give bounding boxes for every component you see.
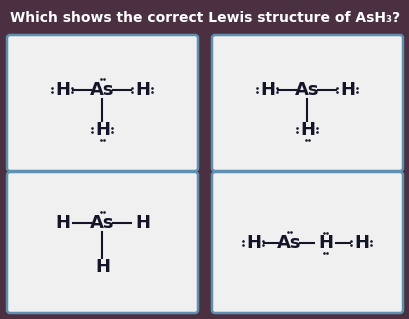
Text: As: As	[276, 234, 301, 252]
FancyBboxPatch shape	[7, 35, 198, 171]
Text: H: H	[135, 81, 150, 99]
Text: H: H	[55, 214, 70, 232]
Text: H: H	[317, 234, 332, 252]
Text: As: As	[90, 81, 115, 99]
FancyBboxPatch shape	[211, 172, 402, 313]
Text: H: H	[299, 121, 314, 139]
Text: As: As	[294, 81, 319, 99]
Text: H: H	[95, 121, 110, 139]
Text: H: H	[353, 234, 368, 252]
FancyBboxPatch shape	[7, 172, 198, 313]
Text: H: H	[245, 234, 261, 252]
Text: H: H	[259, 81, 274, 99]
Text: As: As	[90, 214, 115, 232]
FancyBboxPatch shape	[211, 35, 402, 171]
Text: Which shows the correct Lewis structure of AsH₃?: Which shows the correct Lewis structure …	[10, 11, 399, 25]
Text: H: H	[55, 81, 70, 99]
Text: H: H	[339, 81, 354, 99]
Text: H: H	[95, 258, 110, 276]
Text: H: H	[135, 214, 150, 232]
